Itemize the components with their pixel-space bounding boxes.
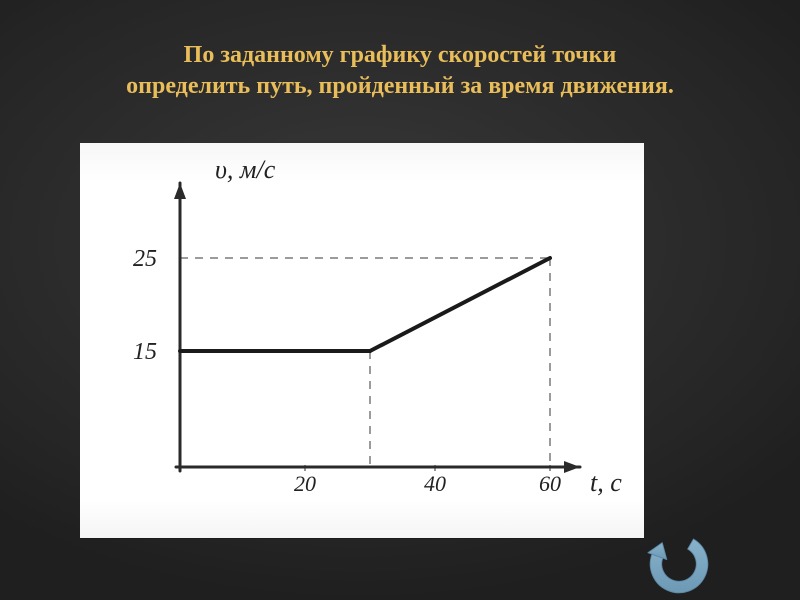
- velocity-chart: υ, м/c t, c 15 25 20 40 60: [80, 143, 644, 538]
- title-line-2: определить путь, пройденный за время дви…: [40, 71, 760, 102]
- svg-text:υ, м/c: υ, м/c: [215, 155, 276, 184]
- problem-title: По заданному графику скоростей точки опр…: [40, 40, 760, 102]
- svg-text:25: 25: [133, 246, 157, 272]
- svg-text:60: 60: [539, 471, 561, 496]
- refresh-arrow-icon: [643, 528, 715, 600]
- title-line-1: По заданному графику скоростей точки: [40, 40, 760, 71]
- svg-text:40: 40: [424, 471, 446, 496]
- svg-text:15: 15: [133, 339, 157, 365]
- svg-text:t, c: t, c: [590, 468, 622, 497]
- svg-text:20: 20: [294, 471, 316, 496]
- velocity-chart-panel: υ, м/c t, c 15 25 20 40 60: [80, 143, 644, 538]
